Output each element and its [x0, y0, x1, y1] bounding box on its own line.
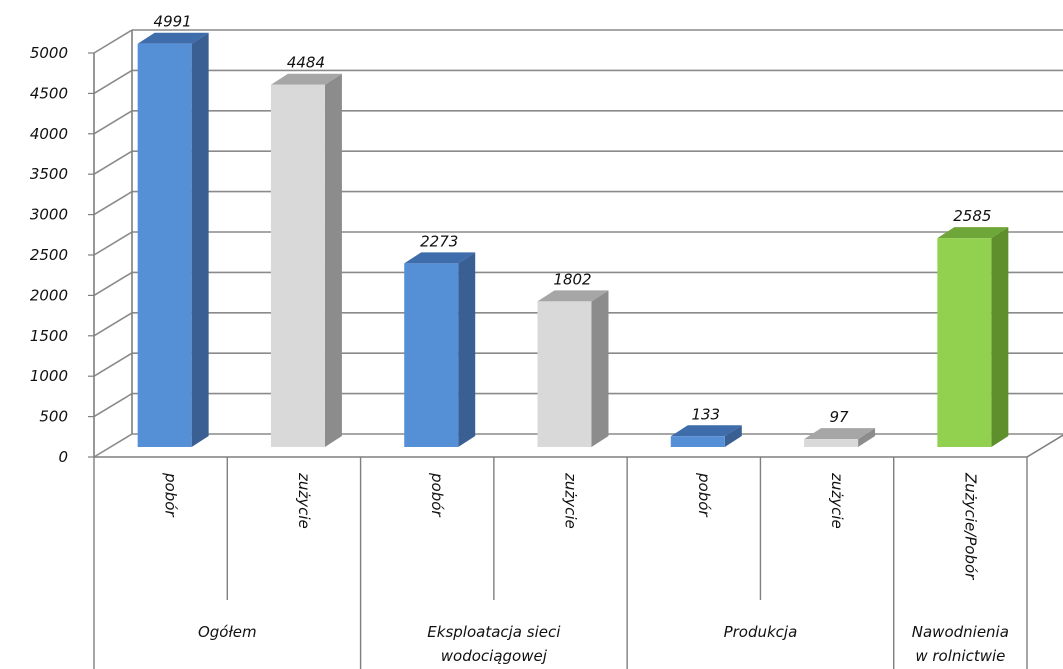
side-wall-gridline [93, 150, 133, 175]
bar-side [724, 425, 742, 447]
data-label: 1802 [553, 270, 591, 288]
x-tick-label: pobór [162, 472, 180, 517]
group-label: wodociągowej [441, 647, 548, 665]
side-wall-gridline [93, 352, 133, 377]
x-tick-label: pobór [428, 472, 446, 517]
bar-top [670, 425, 742, 437]
data-label: 4484 [287, 54, 325, 72]
side-wall-gridline [93, 29, 133, 54]
bar-top [404, 252, 476, 264]
y-tick-label: 4000 [30, 125, 68, 143]
bar [137, 43, 192, 447]
group-label: Ogółem [198, 623, 257, 641]
y-tick-label: 5000 [30, 44, 68, 62]
y-tick-label: 0 [58, 448, 68, 466]
bar-top [537, 290, 609, 302]
group-label: Eksploatacja sieci [427, 623, 561, 641]
bar [670, 436, 725, 447]
y-tick-label: 1000 [30, 367, 68, 385]
bar [404, 263, 459, 447]
group-label: w rolnictwie [915, 647, 1005, 665]
group-label: Nawodnienia [912, 623, 1009, 641]
x-tick-label: pobór [695, 472, 713, 517]
bar-top [937, 227, 1009, 239]
bar-side [324, 73, 342, 447]
bar-side [591, 290, 609, 447]
bar [270, 84, 325, 447]
data-label: 133 [691, 405, 720, 423]
bar [937, 238, 992, 447]
data-label: 2585 [953, 207, 991, 225]
y-tick-label: 1500 [30, 327, 68, 345]
side-wall-gridline [93, 110, 133, 135]
group-label: Produkcja [724, 623, 798, 641]
side-wall-gridline [93, 312, 133, 337]
side-wall-gridline [93, 231, 133, 256]
y-tick-label: 4500 [30, 84, 68, 102]
bar-side [458, 252, 476, 447]
y-tick-label: 3000 [30, 206, 68, 224]
x-tick-label: zużycie [295, 472, 313, 529]
bar-side [991, 227, 1009, 447]
side-wall-gridline [93, 190, 133, 216]
x-tick-label: zużycie [828, 472, 846, 529]
x-tick-label: zużycie [562, 472, 580, 529]
bar-side [191, 32, 209, 447]
y-tick-label: 2000 [30, 286, 68, 304]
x-tick-label: Zużycie/Pobór [961, 472, 979, 580]
bar [537, 301, 592, 447]
side-wall-gridline [93, 392, 133, 418]
side-wall-gridline [93, 69, 133, 95]
bar-top [804, 428, 876, 440]
floor-edge [1026, 434, 1063, 458]
data-label: 4991 [154, 13, 192, 31]
data-label: 97 [830, 408, 850, 426]
bar-top [270, 73, 342, 85]
y-tick-label: 3500 [30, 165, 68, 183]
side-wall-gridline [93, 271, 133, 297]
bar-side [858, 428, 876, 447]
data-label: 2273 [420, 232, 458, 250]
y-tick-label: 500 [39, 408, 68, 426]
side-wall-gridline [93, 433, 133, 458]
y-tick-label: 2500 [30, 246, 68, 264]
bar-top [137, 32, 209, 44]
bar [804, 439, 859, 447]
